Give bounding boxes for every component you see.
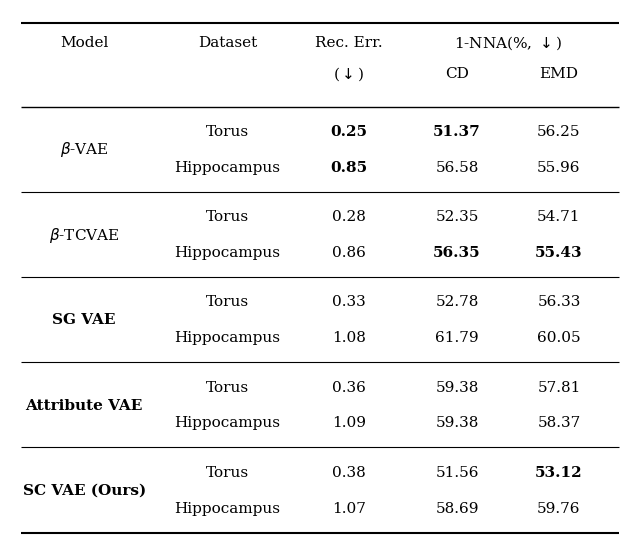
Text: Torus: Torus (206, 125, 249, 139)
Text: 0.28: 0.28 (332, 210, 365, 224)
Text: Dataset: Dataset (198, 36, 257, 50)
Text: 59.38: 59.38 (435, 380, 479, 395)
Text: Hippocampus: Hippocampus (175, 416, 280, 430)
Text: 60.05: 60.05 (537, 331, 580, 345)
Text: 52.78: 52.78 (435, 295, 479, 309)
Text: Attribute VAE: Attribute VAE (26, 398, 143, 412)
Text: 51.56: 51.56 (435, 466, 479, 480)
Text: 57.81: 57.81 (537, 380, 580, 395)
Text: 0.86: 0.86 (332, 246, 365, 260)
Text: 1-NNA(%, $\downarrow$): 1-NNA(%, $\downarrow$) (454, 35, 562, 52)
Text: Model: Model (60, 36, 108, 50)
Text: 0.25: 0.25 (330, 125, 367, 139)
Text: Torus: Torus (206, 295, 249, 309)
Text: Hippocampus: Hippocampus (175, 246, 280, 260)
Text: 58.69: 58.69 (435, 502, 479, 515)
Text: Hippocampus: Hippocampus (175, 161, 280, 175)
Text: Torus: Torus (206, 466, 249, 480)
Text: Hippocampus: Hippocampus (175, 331, 280, 345)
Text: 59.76: 59.76 (537, 502, 580, 515)
Text: 0.33: 0.33 (332, 295, 365, 309)
Text: 56.58: 56.58 (435, 161, 479, 175)
Text: Hippocampus: Hippocampus (175, 502, 280, 515)
Text: 56.33: 56.33 (537, 295, 580, 309)
Text: $\beta$-TCVAE: $\beta$-TCVAE (49, 225, 120, 244)
Text: 55.96: 55.96 (537, 161, 580, 175)
Text: 58.37: 58.37 (538, 416, 580, 430)
Text: 51.37: 51.37 (433, 125, 481, 139)
Text: Rec. Err.: Rec. Err. (315, 36, 383, 50)
Text: 0.85: 0.85 (330, 161, 367, 175)
Text: 1.09: 1.09 (332, 416, 365, 430)
Text: 1.08: 1.08 (332, 331, 365, 345)
Text: 59.38: 59.38 (435, 416, 479, 430)
Text: 53.12: 53.12 (535, 466, 583, 480)
Text: 55.43: 55.43 (535, 246, 583, 260)
Text: 52.35: 52.35 (435, 210, 479, 224)
Text: CD: CD (445, 67, 469, 81)
Text: 0.36: 0.36 (332, 380, 365, 395)
Text: 1.07: 1.07 (332, 502, 365, 515)
Text: SC VAE (Ours): SC VAE (Ours) (22, 484, 146, 498)
Text: ($\downarrow$): ($\downarrow$) (333, 66, 364, 83)
Text: SG VAE: SG VAE (52, 313, 116, 327)
Text: EMD: EMD (540, 67, 579, 81)
Text: Torus: Torus (206, 380, 249, 395)
Text: $\beta$-VAE: $\beta$-VAE (60, 140, 109, 159)
Text: 61.79: 61.79 (435, 331, 479, 345)
Text: 54.71: 54.71 (537, 210, 580, 224)
Text: 56.25: 56.25 (537, 125, 580, 139)
Text: 0.38: 0.38 (332, 466, 365, 480)
Text: Torus: Torus (206, 210, 249, 224)
Text: 56.35: 56.35 (433, 246, 481, 260)
